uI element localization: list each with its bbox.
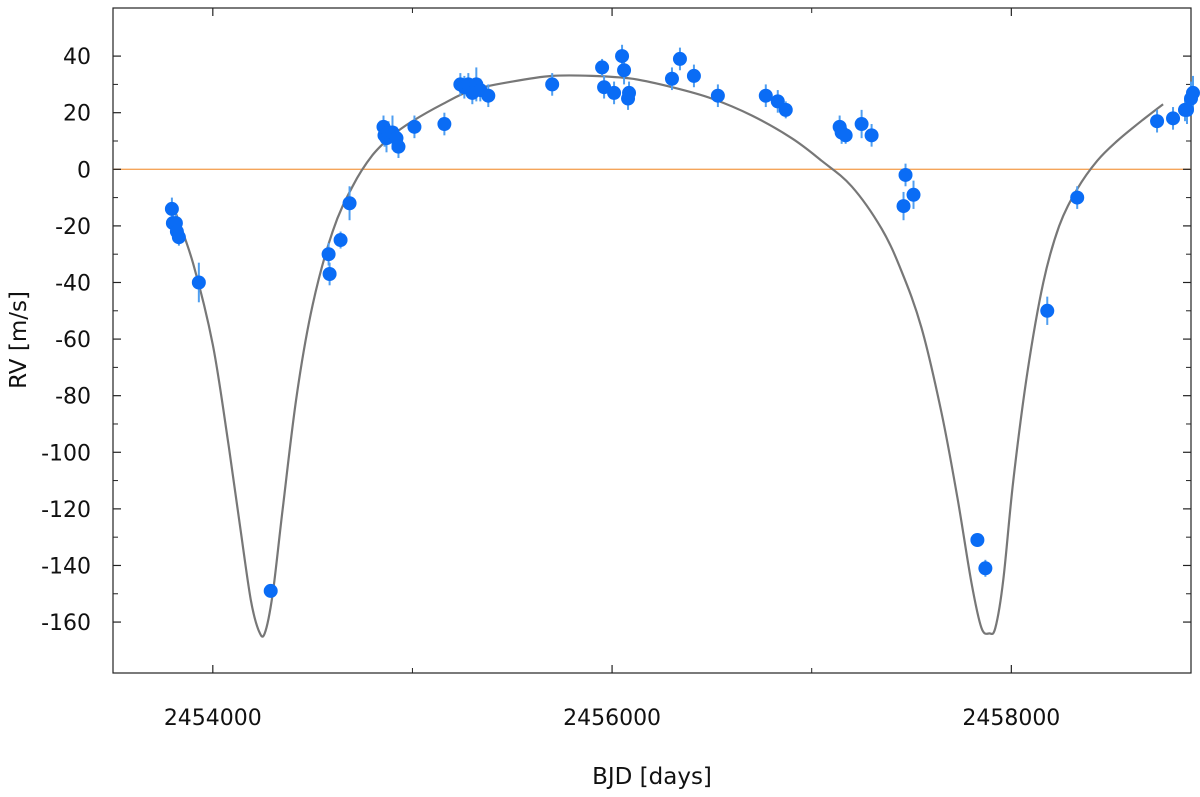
data-point — [263, 583, 278, 598]
y-tick-label: -100 — [41, 441, 91, 466]
data-point — [171, 230, 186, 245]
y-tick-label: -60 — [55, 328, 91, 353]
data-point — [1166, 111, 1181, 126]
data-point — [1070, 190, 1085, 205]
data-point — [437, 117, 452, 132]
data-point — [615, 49, 630, 64]
y-tick-label: 0 — [77, 158, 91, 183]
y-tick-label: -80 — [55, 385, 91, 410]
data-point — [1180, 102, 1195, 117]
data-point — [710, 88, 725, 103]
data-point — [906, 187, 921, 202]
data-point — [970, 533, 985, 547]
y-tick-label: -140 — [41, 554, 91, 579]
data-point — [838, 128, 853, 143]
data-point — [481, 88, 496, 103]
y-axis-label: RV [m/s] — [6, 291, 32, 389]
data-point — [595, 60, 610, 75]
data-point — [407, 119, 422, 134]
x-axis-label: BJD [days] — [592, 764, 712, 790]
data-point — [778, 102, 793, 117]
data-point — [896, 199, 911, 214]
data-point — [664, 71, 679, 86]
data-point — [898, 167, 913, 182]
data-point — [322, 267, 337, 281]
data-point — [686, 68, 701, 83]
y-tick-label: -120 — [41, 498, 91, 523]
error-bars — [170, 44, 1194, 597]
y-axis-ticks: 40 20 0 -20 -40 -60 -80 -100 -120 -140 -160 — [41, 45, 1191, 636]
data-point — [978, 561, 993, 576]
data-point — [617, 63, 632, 78]
data-point — [191, 275, 206, 290]
x-tick-label: 2456000 — [563, 706, 661, 731]
x-tick-label: 2458000 — [962, 706, 1060, 731]
y-tick-label: -160 — [41, 611, 91, 636]
data-points — [164, 49, 1200, 598]
y-tick-label: 40 — [63, 45, 91, 70]
data-point — [164, 201, 179, 216]
data-point — [854, 117, 869, 132]
data-point — [607, 85, 622, 100]
data-point — [342, 196, 357, 211]
data-point — [1150, 114, 1165, 129]
plot-frame — [112, 7, 1192, 674]
y-tick-label: 20 — [63, 102, 91, 127]
data-point — [672, 51, 687, 66]
data-point — [758, 88, 773, 103]
data-point — [864, 128, 879, 143]
data-point — [1040, 303, 1055, 318]
x-axis-ticks: 2454000 2456000 2458000 — [164, 8, 1060, 731]
data-point — [333, 233, 348, 248]
x-tick-label: 2454000 — [164, 706, 262, 731]
data-point — [545, 77, 560, 92]
data-point — [622, 85, 637, 100]
data-point — [1185, 85, 1200, 100]
model-curve — [171, 74, 1164, 638]
y-tick-label: -40 — [55, 271, 91, 296]
data-point — [391, 139, 406, 154]
data-point — [321, 247, 336, 262]
y-tick-label: -20 — [55, 215, 91, 240]
